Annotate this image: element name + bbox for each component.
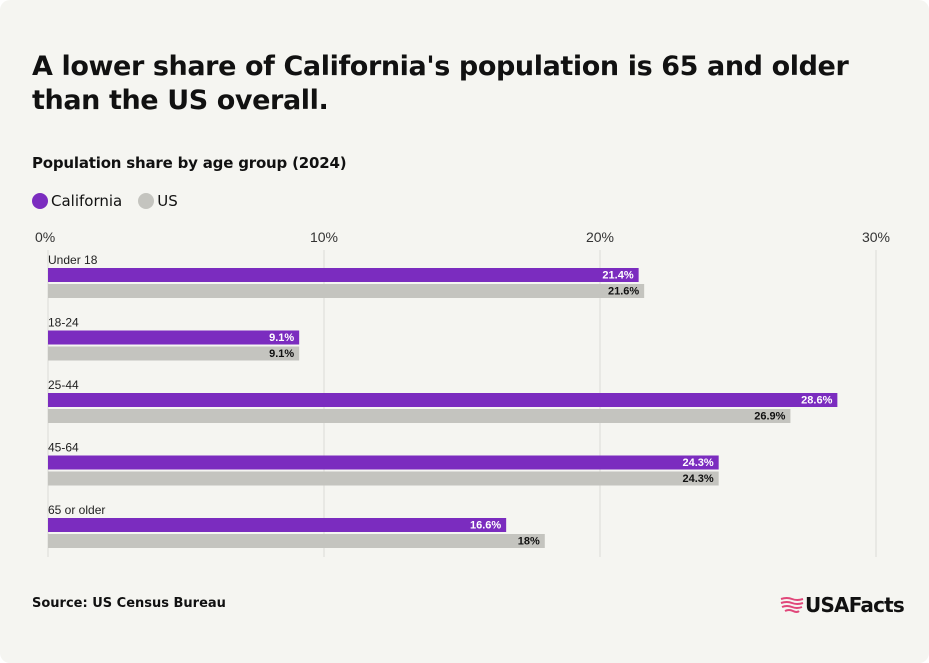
bar-us bbox=[48, 409, 791, 423]
category-label: Under 18 bbox=[48, 253, 98, 267]
chart-subtitle: Population share by age group (2024) bbox=[32, 154, 347, 172]
data-label: 9.1% bbox=[269, 332, 294, 344]
source-note: Source: US Census Bureau bbox=[32, 596, 226, 611]
chart-title: A lower share of California's population… bbox=[32, 51, 849, 116]
data-label: 28.6% bbox=[801, 395, 832, 407]
data-label: 26.9% bbox=[754, 411, 785, 423]
category-label: 65 or older bbox=[48, 503, 105, 517]
bar-california bbox=[48, 455, 719, 470]
data-label: 24.3% bbox=[682, 457, 713, 469]
legend-label-california: California bbox=[51, 192, 123, 210]
x-tick-label: 0% bbox=[35, 229, 55, 245]
data-label: 24.3% bbox=[682, 473, 713, 485]
bar-us bbox=[48, 346, 300, 361]
legend-swatch-california bbox=[32, 193, 48, 209]
legend: California US bbox=[32, 192, 194, 210]
brand-name: USAFacts bbox=[805, 593, 905, 617]
us-flag-map-icon bbox=[780, 597, 804, 613]
bar-us bbox=[48, 471, 719, 486]
legend-item-california: California bbox=[32, 192, 122, 210]
bar-us bbox=[48, 284, 645, 298]
data-label: 9.1% bbox=[269, 348, 294, 360]
legend-swatch-us bbox=[138, 193, 155, 209]
x-tick-label: 10% bbox=[310, 229, 338, 245]
brand-logo: USAFacts bbox=[779, 593, 905, 617]
x-tick-label: 30% bbox=[862, 229, 890, 245]
data-label: 21.4% bbox=[602, 270, 633, 282]
category-label: 18-24 bbox=[48, 316, 79, 330]
legend-label-us: US bbox=[157, 192, 178, 210]
data-label: 21.6% bbox=[608, 286, 639, 298]
data-label: 16.6% bbox=[470, 520, 501, 532]
bar-us bbox=[48, 534, 545, 548]
category-label: 25-44 bbox=[48, 378, 79, 392]
bar-california bbox=[48, 393, 838, 407]
bar-california bbox=[48, 268, 639, 282]
bar-california bbox=[48, 330, 300, 345]
bar-california bbox=[48, 518, 507, 532]
category-label: 45-64 bbox=[48, 441, 79, 455]
legend-item-us: US bbox=[138, 192, 178, 210]
x-tick-label: 20% bbox=[586, 229, 614, 245]
data-label: 18% bbox=[518, 536, 540, 548]
